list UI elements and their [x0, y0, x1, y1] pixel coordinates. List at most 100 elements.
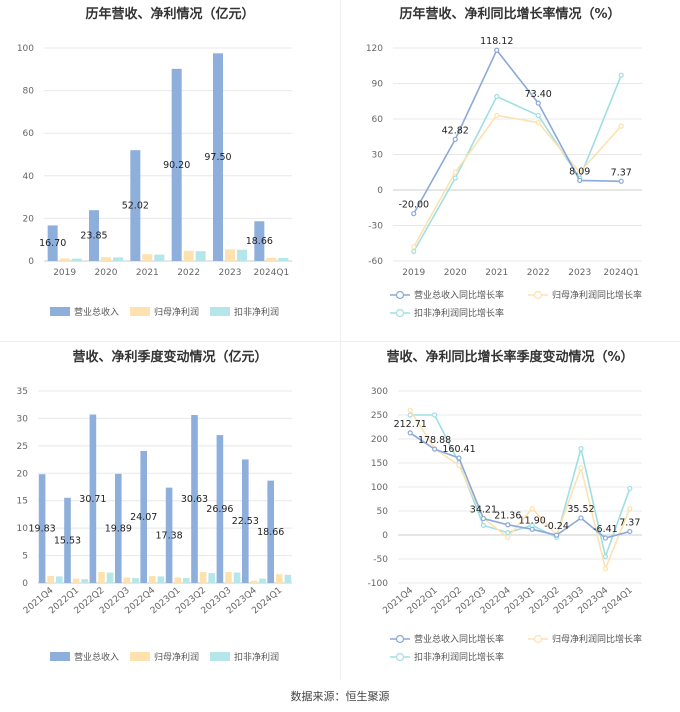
x-tick-label: 2023 [219, 268, 242, 278]
data-label: 30.71 [79, 494, 106, 505]
bar-扣非净利润-2022Q4 [157, 576, 165, 583]
data-label: 16.70 [39, 238, 66, 249]
bar-营业总收入-2023Q2 [191, 414, 198, 583]
data-label: 178.88 [418, 435, 451, 446]
bar-归母净利润-2023Q2 [199, 572, 207, 583]
series-line-营业总收入同比增长率 [409, 432, 631, 539]
bar-营业总收入-2019 [47, 225, 58, 261]
data-point [431, 412, 438, 418]
y-tick-label: 90 [372, 80, 384, 90]
annual-revenue-profit-svg: 历年营收、净利情况（亿元） 0 20 40 60 80 100 2019 2020 2021 202… [17, 6, 292, 318]
data-label: 19.89 [105, 523, 132, 534]
bar-归母净利润-2022 [183, 250, 194, 261]
bar-扣非净利润-2023 [237, 249, 247, 261]
data-point [452, 169, 458, 175]
bar-归母净利润-2023Q4 [250, 580, 258, 583]
y-tick-label: 20 [23, 214, 35, 224]
data-label: 17.38 [155, 530, 182, 541]
x-tick-label: 2021 [136, 268, 159, 278]
legend-swatch [210, 307, 230, 316]
quarterly-growth-rate-svg: 营收、净利同比增长率季度变动情况（%） -100 -50 0 50 100 150 200 25… [368, 349, 642, 663]
data-label: 73.40 [525, 89, 552, 100]
legend-label: 归母净利润 [154, 306, 199, 318]
data-point [480, 515, 486, 522]
quarterly-growth-rate-chart: 营收、净利同比增长率季度变动情况（%） -100 -50 0 50 100 150 200 25… [340, 343, 680, 683]
x-tick-label: 2022 [527, 268, 550, 278]
data-point [602, 566, 608, 572]
series-line-归母净利润同比增长率 [413, 114, 622, 248]
data-label: -0.24 [544, 521, 569, 532]
data-point [407, 407, 413, 413]
data-point [505, 530, 511, 536]
bar-扣非净利润-2022Q1 [81, 579, 89, 583]
x-tick-label: 2021 [485, 268, 508, 278]
data-label: 118.12 [480, 36, 513, 47]
data-label: 160.41 [442, 444, 475, 455]
y-tick-label: 0 [28, 257, 34, 267]
y-tick-label: 30 [372, 151, 384, 161]
chart-title: 历年营收、净利情况（亿元） [85, 6, 254, 22]
bar-营业总收入-2022Q2 [89, 414, 97, 583]
data-point [494, 47, 500, 53]
y-tick-label: -60 [368, 257, 383, 267]
y-tick-label: 100 [371, 483, 388, 493]
legend-swatch-marker [533, 290, 543, 300]
legend-label: 营业总收入同比增长率 [414, 289, 504, 301]
y-tick-label: -50 [373, 555, 388, 565]
bar-扣非净利润-2020 [113, 257, 123, 261]
legend-label: 营业总收入同比增长率 [414, 633, 504, 645]
chart-title: 营收、净利季度变动情况（亿元） [72, 349, 267, 365]
bar-营业总收入-2023 [213, 53, 223, 262]
data-label: 26.96 [206, 504, 233, 515]
data-point [577, 169, 583, 175]
legend-swatch [210, 652, 230, 661]
bar-扣非净利润-2019 [71, 258, 82, 261]
y-tick-label: 60 [23, 129, 35, 139]
data-label: 19.83 [28, 524, 55, 535]
series-line-扣非净利润同比增长率 [413, 74, 622, 252]
y-tick-label: 100 [17, 44, 34, 54]
y-tick-label: 150 [371, 459, 388, 469]
series-line-营业总收入同比增长率 [413, 48, 622, 215]
legend-swatch-marker [395, 634, 405, 644]
data-label: 18.66 [257, 527, 284, 538]
data-point [494, 93, 500, 100]
data-point [578, 515, 584, 521]
data-point [529, 526, 535, 532]
bar-归母净利润-2023Q1 [174, 577, 182, 583]
data-point [578, 445, 584, 452]
y-tick-label: 15 [17, 497, 28, 507]
y-tick-label: 250 [371, 411, 388, 421]
bar-归母净利润-2022Q1 [72, 578, 80, 583]
x-tick-label: 2019 [402, 268, 425, 278]
bar-归母净利润-2022Q4 [148, 575, 156, 583]
data-point [456, 455, 462, 461]
data-label: 34.21 [470, 505, 497, 516]
legend-swatch [50, 652, 70, 661]
quarterly-revenue-profit-svg: 营收、净利季度变动情况（亿元）051015202530352021Q42022Q… [17, 349, 292, 663]
y-tick-label: 60 [372, 115, 384, 125]
data-point [602, 535, 608, 541]
bar-营业总收入-2022Q1 [64, 497, 71, 583]
data-point [411, 211, 417, 217]
data-label: 22.53 [232, 516, 259, 527]
bar-扣非净利润-2023Q1 [183, 578, 190, 583]
x-tick-label: 2020 [444, 268, 467, 278]
y-tick-label: 300 [371, 387, 388, 397]
data-point [618, 123, 624, 129]
data-label: 212.71 [394, 419, 427, 430]
legend-swatch [130, 652, 150, 661]
bar-营业总收入-2024Q1 [267, 480, 274, 583]
data-point [627, 506, 633, 512]
legend-label: 营业总收入 [74, 306, 119, 318]
legend-label: 归母净利润同比增长率 [552, 633, 642, 645]
data-point [452, 175, 458, 181]
data-point [577, 177, 583, 184]
bar-扣非净利润-2022 [195, 251, 206, 261]
data-point [529, 506, 535, 512]
data-label: -6.41 [593, 524, 618, 535]
bar-扣非净利润-2023Q3 [233, 572, 241, 583]
quarterly-revenue-profit-chart: 营收、净利季度变动情况（亿元） 0 5 10 15 20 25 30 35 2021Q4 2022Q… [0, 343, 340, 683]
y-tick-label: 50 [377, 507, 389, 517]
series-line-扣非净利润同比增长率 [410, 414, 631, 560]
